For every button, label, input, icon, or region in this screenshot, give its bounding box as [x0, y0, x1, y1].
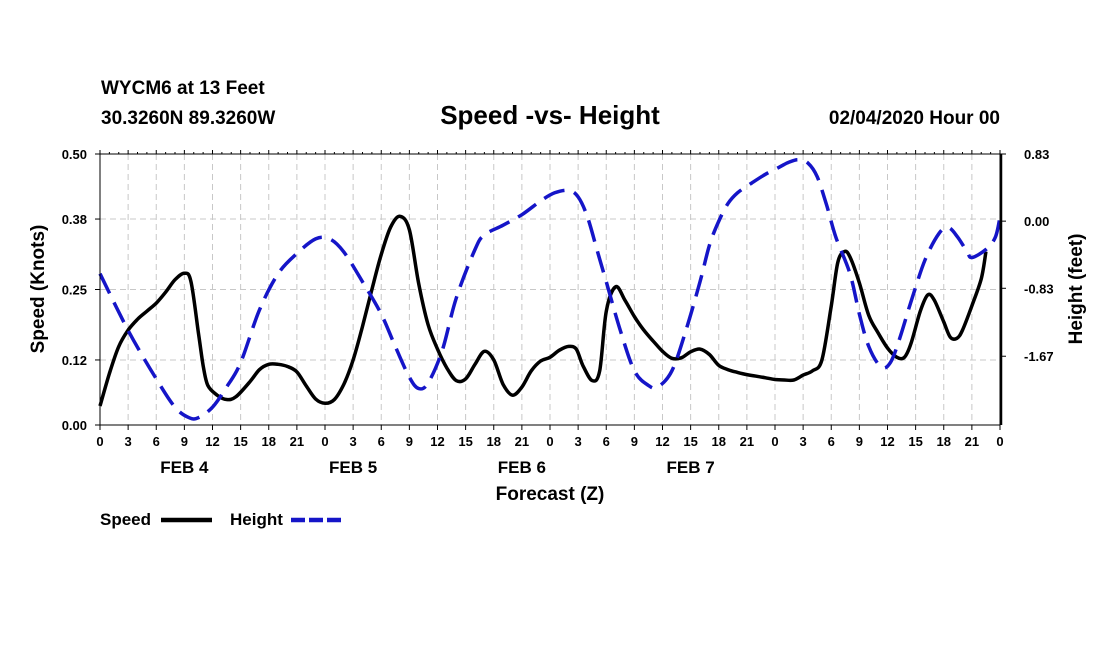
x-tick-label: 21	[965, 434, 979, 449]
legend: Speed Height	[100, 510, 342, 529]
x-tick-label: 21	[740, 434, 754, 449]
x-tick-label: 3	[125, 434, 132, 449]
x-tick-label: 3	[350, 434, 357, 449]
axis-ticks: 0 3 6 9 12 15 18 21 0 3 6 9 12 15 18 21 0 3 6 9 12 15 18 21 0 3 6 9…	[62, 147, 1054, 477]
right-tick-label: 0.83	[1024, 147, 1049, 162]
left-tick-label: 0.50	[62, 147, 87, 162]
x-tick-label: 18	[487, 434, 501, 449]
x-tick-label: 9	[856, 434, 863, 449]
station-coords: 30.3260N 89.3260W	[101, 108, 275, 129]
x-tick-label: 0	[771, 434, 778, 449]
left-tick-label: 0.25	[62, 283, 87, 298]
grid	[100, 154, 1000, 425]
x-tick-label: 6	[378, 434, 385, 449]
series-line-speed	[98, 214, 988, 407]
x-tick-label: 12	[205, 434, 219, 449]
x-tick-label: 3	[575, 434, 582, 449]
forecast-date: 02/04/2020 Hour 00	[829, 108, 1000, 129]
day-label: FEB 4	[160, 458, 209, 477]
x-tick-label: 15	[233, 434, 247, 449]
x-tick-label: 15	[908, 434, 922, 449]
day-label: FEB 7	[667, 458, 715, 477]
x-tick-label: 6	[828, 434, 835, 449]
x-tick-label: 3	[800, 434, 807, 449]
x-tick-label: 15	[683, 434, 697, 449]
x-tick-label: 0	[96, 434, 103, 449]
x-tick-label: 6	[603, 434, 610, 449]
x-tick-label: 9	[631, 434, 638, 449]
x-tick-label: 0	[321, 434, 328, 449]
x-tick-label: 21	[515, 434, 529, 449]
x-tick-label: 18	[262, 434, 276, 449]
legend-speed-label: Speed	[100, 510, 151, 529]
series-layer	[98, 157, 1002, 421]
right-tick-label: -1.67	[1024, 349, 1054, 364]
left-tick-label: 0.00	[62, 418, 87, 433]
x-tick-label: 0	[996, 434, 1003, 449]
right-tick-label: 0.00	[1024, 214, 1049, 229]
x-tick-label: 12	[430, 434, 444, 449]
x-tick-label: 12	[655, 434, 669, 449]
right-tick-label: -0.83	[1024, 281, 1054, 296]
x-tick-label: 0	[546, 434, 553, 449]
series-line-height	[98, 157, 1002, 421]
x-tick-label: 6	[153, 434, 160, 449]
x-axis-label: Forecast (Z)	[496, 484, 605, 505]
day-label: FEB 6	[498, 458, 546, 477]
x-tick-label: 15	[458, 434, 472, 449]
x-tick-label: 12	[880, 434, 894, 449]
left-tick-label: 0.12	[62, 353, 87, 368]
left-axis-label: Speed (Knots)	[28, 225, 49, 354]
left-tick-label: 0.38	[62, 212, 87, 227]
station-label: WYCM6 at 13 Feet	[101, 78, 265, 99]
x-tick-label: 9	[406, 434, 413, 449]
x-tick-label: 18	[712, 434, 726, 449]
day-label: FEB 5	[329, 458, 377, 477]
x-tick-label: 21	[290, 434, 304, 449]
right-axis-label: Height (feet)	[1066, 234, 1087, 345]
legend-height-label: Height	[230, 510, 283, 529]
chart-title: Speed -vs- Height	[440, 100, 660, 130]
x-tick-label: 9	[181, 434, 188, 449]
x-tick-label: 18	[937, 434, 951, 449]
